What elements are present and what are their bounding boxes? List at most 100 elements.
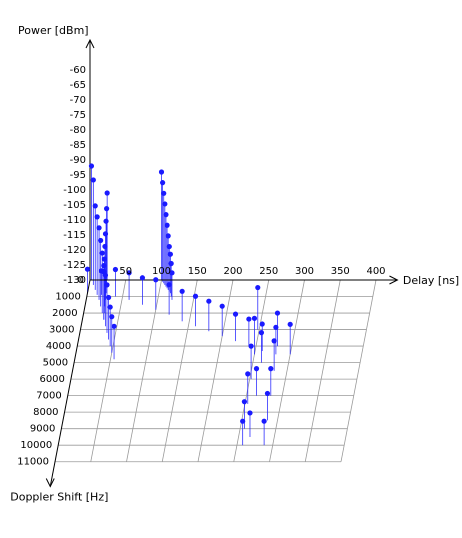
data-point	[259, 321, 265, 327]
power-tick-label: -120	[63, 245, 86, 256]
power-tick-label: -70	[70, 95, 86, 106]
delay-tick-label: 50	[119, 266, 132, 277]
power-tick-label: -125	[63, 260, 86, 271]
data-point	[102, 231, 109, 237]
stems	[87, 166, 291, 446]
power-tick-label: -130	[63, 275, 86, 286]
power-tick-label: -80	[70, 125, 86, 136]
data-point	[104, 206, 110, 212]
doppler-tick-label: 3000	[49, 325, 74, 336]
delay-axis-title: Delay [ns]	[403, 274, 459, 287]
data-point	[192, 293, 199, 299]
data-point	[247, 410, 253, 416]
data-point	[245, 371, 251, 377]
power-axis-title: Power [dBm]	[18, 24, 89, 37]
delay-gridline	[340, 279, 377, 462]
data-point	[287, 321, 293, 327]
data-point	[163, 212, 169, 218]
data-point	[271, 338, 277, 344]
doppler-axis-line	[49, 279, 91, 487]
data-point	[158, 169, 165, 175]
data-point	[94, 214, 100, 220]
doppler-tick-label: 4000	[46, 341, 71, 352]
data-point	[241, 399, 248, 405]
data-point	[101, 263, 107, 269]
power-axis-arrow	[85, 38, 95, 49]
data-point	[111, 323, 117, 329]
data-point	[109, 314, 115, 320]
data-point	[139, 275, 146, 281]
data-point	[107, 304, 113, 310]
data-point	[169, 270, 175, 276]
data-point	[206, 298, 212, 304]
data-point	[161, 190, 167, 196]
data-point	[246, 316, 252, 322]
power-tick-label: -90	[70, 155, 86, 166]
data-point	[104, 282, 110, 288]
delay-gridline	[126, 279, 162, 462]
delay-tick-label: 150	[188, 266, 207, 277]
data-point	[153, 277, 159, 283]
ticks: -60 -65 -70 -75 -80 -85 -90 -95 -100 -105 -110 -115…	[10, 24, 459, 504]
delay-tick-label: 200	[223, 266, 242, 277]
doppler-tick-label: 6000	[39, 374, 64, 385]
delay-gridline	[304, 279, 341, 462]
doppler-tick-label: 11000	[17, 457, 49, 468]
power-tick-label: -110	[63, 215, 86, 226]
data-point	[273, 324, 279, 330]
data-point	[219, 303, 225, 309]
data-point	[167, 251, 173, 257]
power-tick-label: -85	[70, 140, 86, 151]
data-point	[84, 266, 91, 272]
doppler-axis-arrow	[45, 478, 55, 488]
power-tick-label: -65	[70, 80, 86, 91]
data-point	[168, 260, 174, 267]
data-point	[99, 250, 105, 256]
data-point	[251, 315, 258, 321]
delay-gridline	[90, 279, 127, 462]
data-point	[162, 201, 168, 207]
data-point	[268, 366, 274, 372]
delay-tick-label: 350	[331, 266, 350, 277]
grid	[55, 279, 377, 463]
data-point	[179, 288, 185, 294]
doppler-tick-label: 5000	[43, 358, 68, 369]
data-point	[165, 233, 171, 239]
data-point	[104, 190, 110, 196]
data-point	[102, 243, 108, 250]
data-point	[88, 163, 95, 169]
doppler-tick-label: 10000	[20, 440, 52, 451]
data-point	[261, 418, 267, 424]
data-point	[96, 225, 102, 231]
data-point	[274, 310, 281, 316]
doppler-tick-label: 9000	[30, 424, 55, 435]
data-point	[232, 311, 239, 317]
data-point	[248, 343, 254, 349]
marks	[84, 163, 293, 424]
data-point	[160, 180, 166, 186]
doppler-tick-label: 0	[78, 275, 84, 286]
delay-tick-label: 400	[366, 266, 385, 277]
data-point	[98, 237, 104, 244]
delay-gridline	[197, 279, 234, 462]
data-point	[90, 177, 96, 183]
doppler-tick-label: 8000	[33, 407, 58, 418]
doppler-axis-title: Doppler Shift [Hz]	[10, 491, 108, 504]
doppler-tick-label: 1000	[55, 292, 80, 303]
delay-tick-label: 100	[152, 266, 171, 277]
delay-tick-label: 250	[259, 266, 278, 277]
data-point	[255, 284, 261, 291]
doppler-tick-label: 7000	[36, 391, 61, 402]
data-point	[98, 268, 105, 274]
data-point	[103, 218, 109, 224]
delay-gridline	[161, 279, 198, 462]
data-point	[164, 222, 170, 228]
data-point	[112, 266, 119, 273]
delay-gridline	[269, 279, 305, 462]
data-point	[258, 330, 265, 336]
data-point	[126, 270, 132, 276]
power-tick-label: -100	[63, 185, 86, 196]
power-tick-label: -105	[63, 200, 86, 211]
